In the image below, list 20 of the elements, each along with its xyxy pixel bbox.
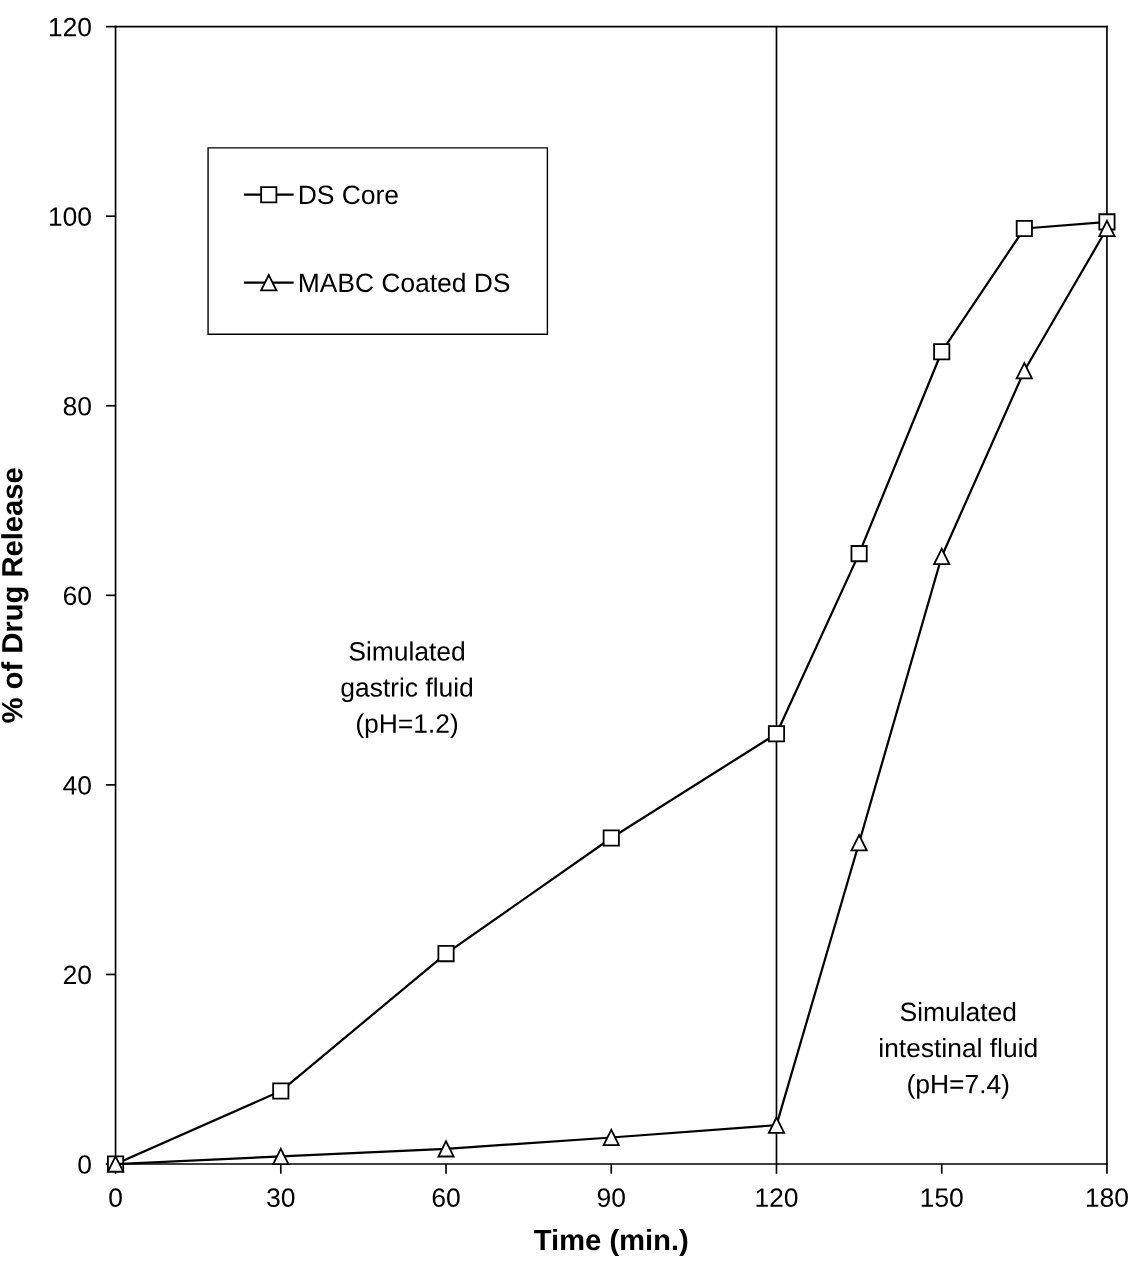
x-tick-label: 90 bbox=[597, 1188, 625, 1208]
annotation: Simulated intestinal fluid (pH=7.4) bbox=[880, 1001, 1037, 1099]
y-tick-label: 40 bbox=[63, 776, 91, 795]
annotation: Simulated gastric fluid (pH=1.2) bbox=[341, 641, 473, 739]
x-tick-label: 120 bbox=[756, 1188, 798, 1208]
x-axis-title: Time (min.) bbox=[534, 1228, 688, 1257]
y-tick-label: 120 bbox=[49, 17, 91, 37]
y-tick-label: 0 bbox=[78, 1155, 91, 1174]
y-tick-label: 60 bbox=[63, 586, 91, 606]
y-axis-title: % of Drug Release bbox=[1, 468, 29, 723]
y-tick-label: 100 bbox=[49, 207, 91, 227]
y-tick-label: 80 bbox=[63, 396, 91, 416]
legend-label: DS Core bbox=[299, 185, 398, 205]
x-tick-label: 180 bbox=[1086, 1188, 1128, 1208]
legend-label: MABC Coated DS bbox=[299, 272, 510, 293]
x-tick-label: 150 bbox=[921, 1188, 963, 1208]
x-tick-label: 60 bbox=[432, 1188, 460, 1208]
x-tick-label: 0 bbox=[109, 1188, 122, 1208]
x-tick-label: 30 bbox=[267, 1188, 295, 1208]
y-tick-label: 20 bbox=[63, 965, 91, 985]
